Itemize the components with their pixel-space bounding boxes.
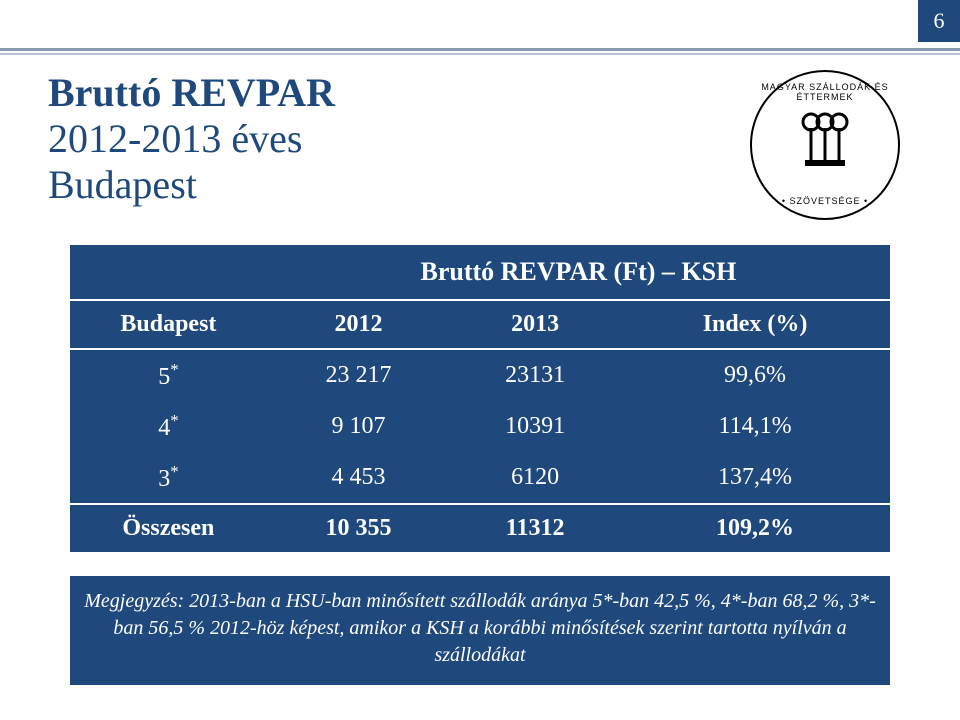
page-number-badge: 6 bbox=[918, 0, 960, 42]
footnote-text: Megjegyzés: 2013-ban a HSU-ban minősítet… bbox=[70, 576, 890, 685]
header-empty bbox=[70, 245, 267, 300]
col-header-2: 2013 bbox=[450, 300, 620, 349]
title-line-1: Bruttó REVPAR bbox=[48, 70, 335, 116]
cell: 23131 bbox=[450, 349, 620, 401]
header-merged: Bruttó REVPAR (Ft) – KSH bbox=[267, 245, 890, 300]
cell: 114,1% bbox=[620, 401, 890, 452]
row-label: 3* bbox=[70, 452, 267, 504]
top-rule-secondary bbox=[0, 53, 960, 55]
cell: 6120 bbox=[450, 452, 620, 504]
cell: 10 355 bbox=[267, 504, 450, 552]
table-row-sum: Összesen 10 355 11312 109,2% bbox=[70, 504, 890, 552]
title-line-2: 2012-2013 éves bbox=[48, 116, 335, 162]
logo-text-bottom: • SZÖVETSÉGE • bbox=[752, 196, 898, 206]
row-label-sum: Összesen bbox=[70, 504, 267, 552]
row-label: 5* bbox=[70, 349, 267, 401]
logo-text-top: MAGYAR SZÁLLODÁK ÉS ÉTTERMEK bbox=[752, 82, 898, 102]
association-logo: MAGYAR SZÁLLODÁK ÉS ÉTTERMEK • SZÖVETSÉG… bbox=[750, 70, 900, 220]
cell: 11312 bbox=[450, 504, 620, 552]
cell: 10391 bbox=[450, 401, 620, 452]
slide-title: Bruttó REVPAR 2012-2013 éves Budapest bbox=[48, 70, 335, 208]
cell: 99,6% bbox=[620, 349, 890, 401]
top-rule-primary bbox=[0, 48, 960, 51]
table-row: 3* 4 453 6120 137,4% bbox=[70, 452, 890, 504]
table-row: 4* 9 107 10391 114,1% bbox=[70, 401, 890, 452]
cell: 9 107 bbox=[267, 401, 450, 452]
col-header-1: 2012 bbox=[267, 300, 450, 349]
row-label: 4* bbox=[70, 401, 267, 452]
title-line-3: Budapest bbox=[48, 162, 335, 208]
col-header-3: Index (%) bbox=[620, 300, 890, 349]
cell: 4 453 bbox=[267, 452, 450, 504]
cell: 137,4% bbox=[620, 452, 890, 504]
logo-glyph-icon bbox=[797, 110, 853, 179]
table-row: 5* 23 217 23131 99,6% bbox=[70, 349, 890, 401]
cell: 109,2% bbox=[620, 504, 890, 552]
revpar-table: Bruttó REVPAR (Ft) – KSH Budapest 2012 2… bbox=[70, 245, 890, 552]
cell: 23 217 bbox=[267, 349, 450, 401]
data-table-container: Bruttó REVPAR (Ft) – KSH Budapest 2012 2… bbox=[70, 245, 890, 685]
col-header-0: Budapest bbox=[70, 300, 267, 349]
